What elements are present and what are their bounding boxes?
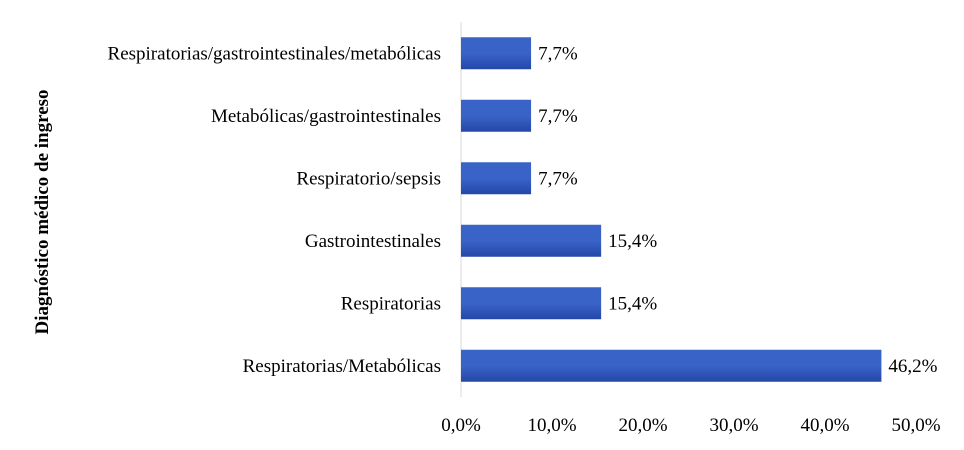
x-tick-label: 50,0% bbox=[891, 415, 940, 436]
bar bbox=[461, 99, 532, 132]
bar bbox=[461, 224, 602, 257]
category-label: Respiratorio/sepsis bbox=[296, 168, 441, 189]
data-label: 7,7% bbox=[538, 168, 578, 189]
category-label: Respiratorias/gastrointestinales/metaból… bbox=[108, 43, 441, 64]
data-label: 7,7% bbox=[538, 106, 578, 127]
data-label: 7,7% bbox=[538, 43, 578, 64]
x-tick-label: 40,0% bbox=[800, 415, 849, 436]
bar bbox=[461, 162, 532, 195]
category-label: Gastrointestinales bbox=[305, 231, 441, 252]
x-tick-label: 10,0% bbox=[527, 415, 576, 436]
y-axis-title: Diagnóstico médico de ingreso bbox=[32, 89, 53, 334]
data-label: 15,4% bbox=[608, 231, 657, 252]
bar bbox=[461, 287, 602, 320]
bars-group: Respiratorias/gastrointestinales/metaból… bbox=[108, 37, 938, 382]
x-axis-ticks: 0,0% 10,0% 20,0% 30,0% 40,0% 50,0% bbox=[441, 415, 941, 436]
bar bbox=[461, 349, 882, 382]
x-tick-label: 30,0% bbox=[709, 415, 758, 436]
bar bbox=[461, 37, 532, 70]
category-label: Metabólicas/gastrointestinales bbox=[211, 106, 441, 127]
x-tick-label: 0,0% bbox=[441, 415, 481, 436]
data-label: 15,4% bbox=[608, 293, 657, 314]
category-label: Respiratorias bbox=[341, 293, 441, 314]
x-tick-label: 20,0% bbox=[618, 415, 667, 436]
category-label: Respiratorias/Metabólicas bbox=[243, 356, 441, 377]
data-label: 46,2% bbox=[888, 356, 937, 377]
